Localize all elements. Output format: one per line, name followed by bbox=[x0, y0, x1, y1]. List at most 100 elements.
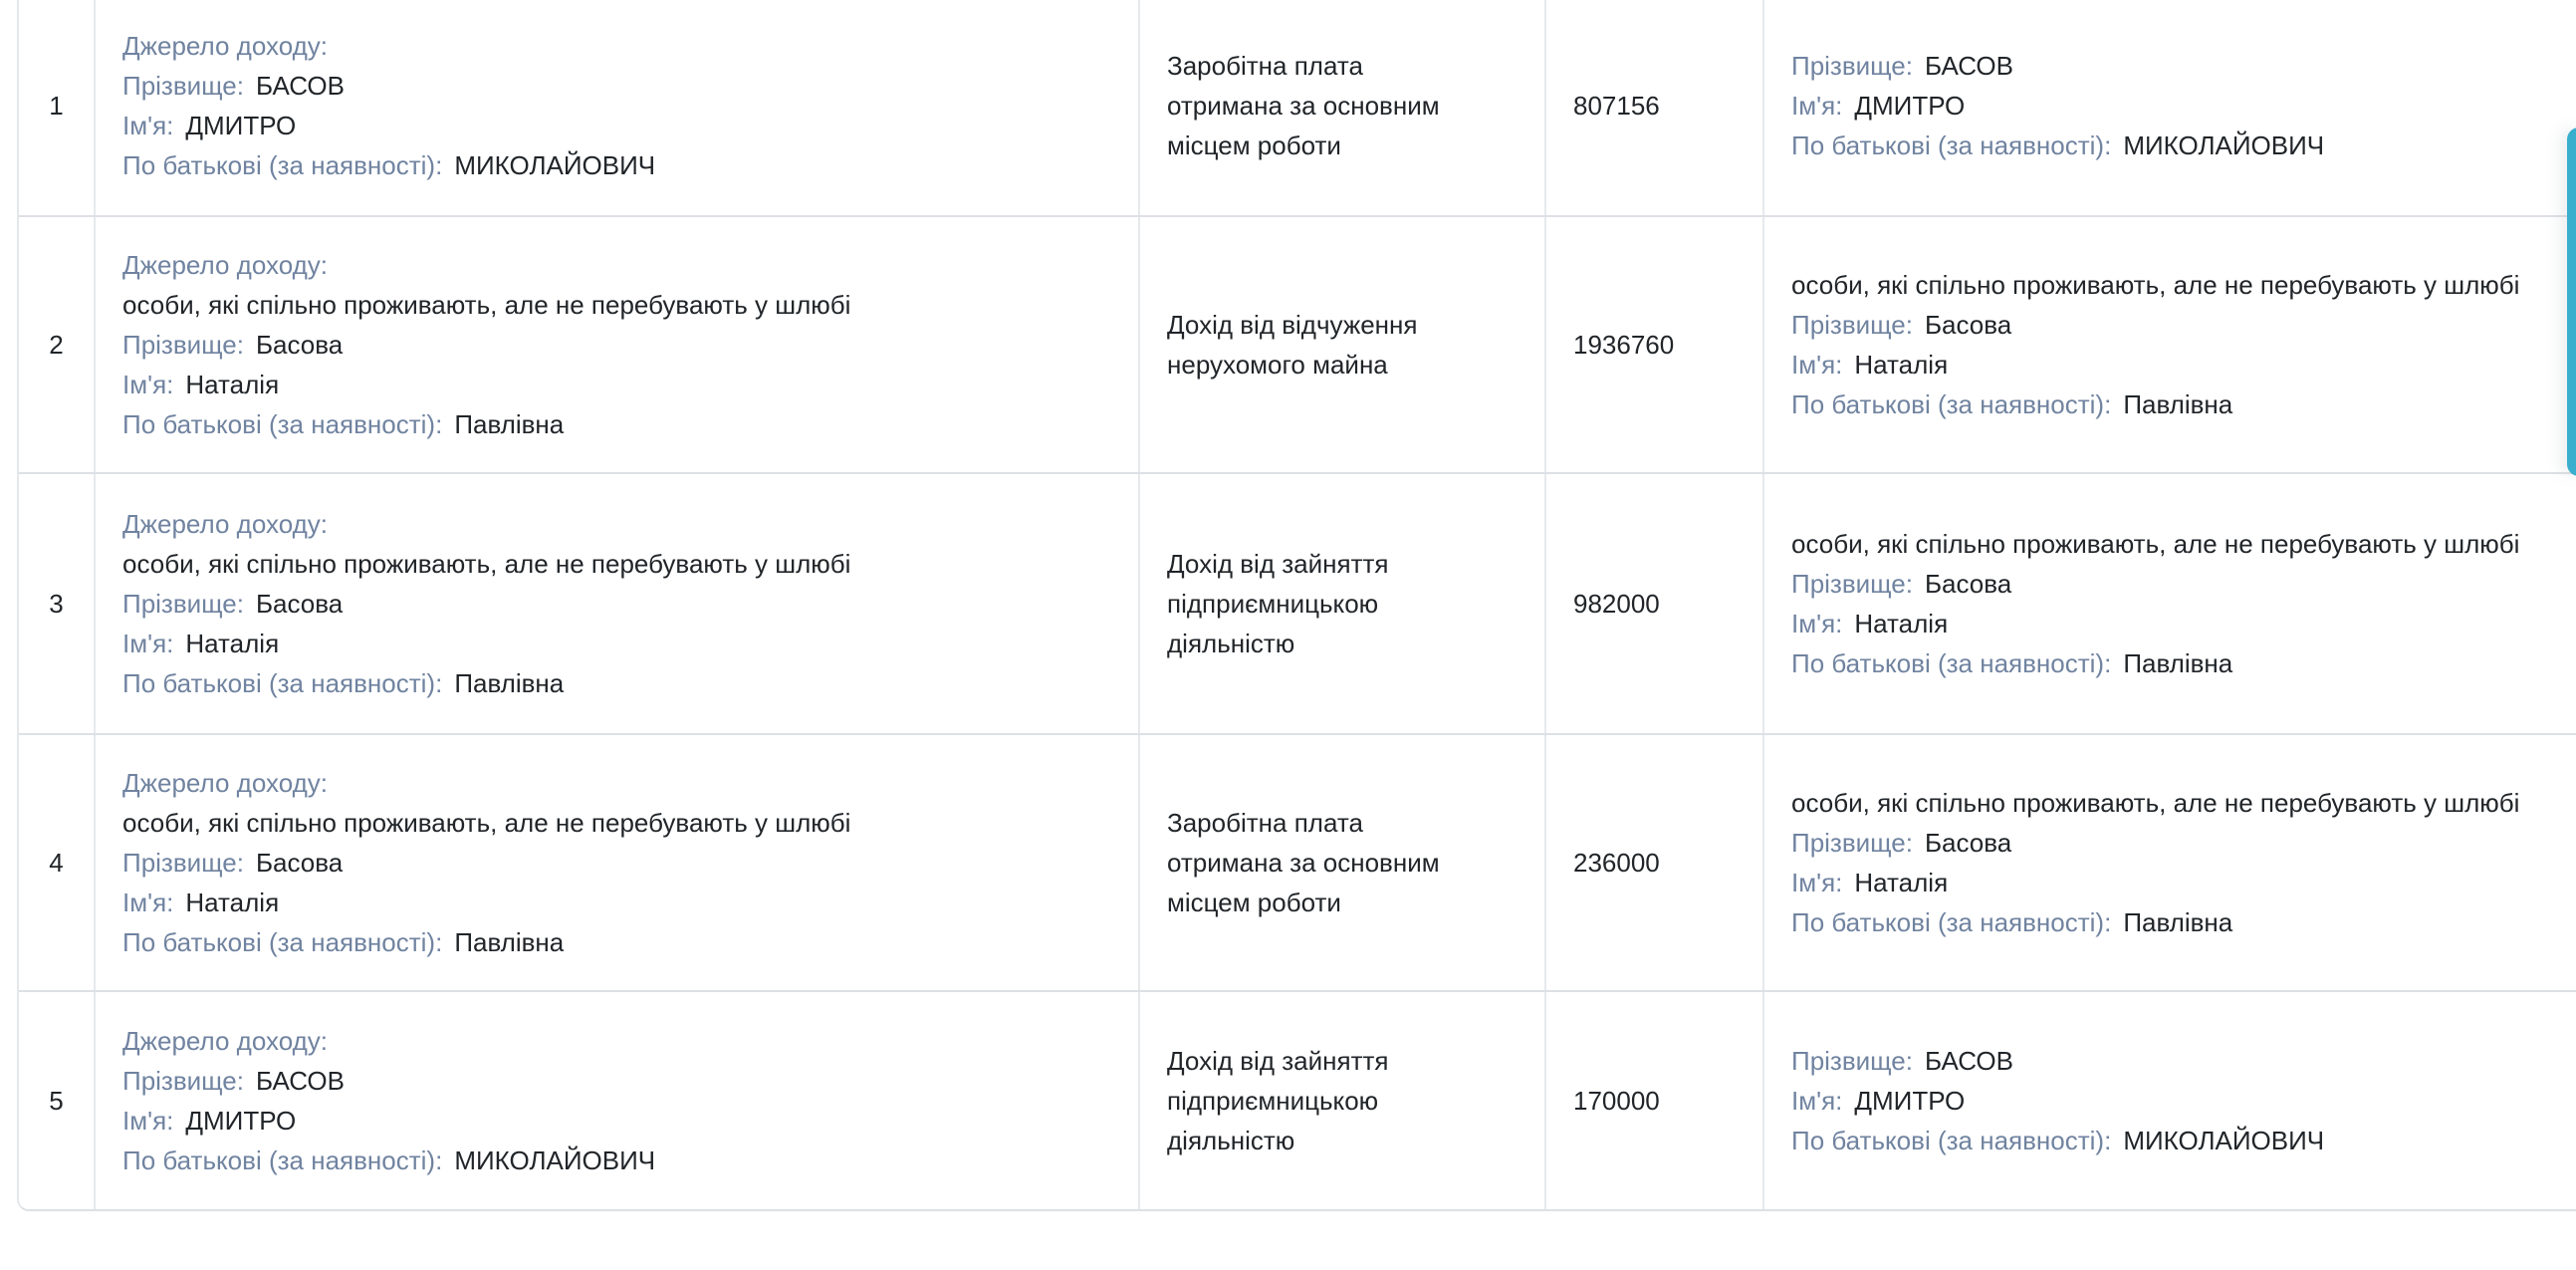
row-number: 2 bbox=[19, 217, 96, 472]
income-source-cell: Джерело доходу: особи, які спільно прожи… bbox=[96, 735, 1140, 990]
income-type-text: Заробітна плата отримана за основним міс… bbox=[1167, 808, 1440, 917]
income-type-cell: Заробітна плата отримана за основним міс… bbox=[1140, 0, 1546, 215]
lastname-value: Басова bbox=[255, 848, 344, 878]
firstname-label: Ім'я: bbox=[122, 888, 174, 917]
cohabitant-note: особи, які спільно проживають, але не пе… bbox=[1791, 270, 2520, 300]
income-amount-cell: 982000 bbox=[1546, 474, 1764, 733]
lastname-label: Прізвище: bbox=[1791, 310, 1913, 340]
cohabitant-note: особи, які спільно проживають, але не пе… bbox=[122, 290, 851, 320]
patronymic-value: МИКОЛАЙОВИЧ bbox=[454, 150, 656, 180]
firstname-value: Наталія bbox=[1854, 868, 1949, 897]
patronymic-label: По батькові (за наявності): bbox=[122, 668, 443, 698]
patronymic-value: МИКОЛАЙОВИЧ bbox=[2123, 130, 2325, 160]
cohabitant-note: особи, які спільно проживають, але не пе… bbox=[1791, 788, 2520, 818]
patronymic-label: По батькові (за наявності): bbox=[1791, 1126, 2112, 1155]
firstname-label: Ім'я: bbox=[1791, 609, 1843, 638]
lastname-value: БАСОВ bbox=[1924, 1046, 2014, 1076]
income-source-cell: Джерело доходу: Прізвище: БАСОВ Ім'я: ДМИТ… bbox=[96, 0, 1140, 215]
income-type-text: Заробітна плата отримана за основним міс… bbox=[1167, 51, 1440, 160]
amount-value: 982000 bbox=[1573, 589, 1660, 619]
income-table: 1 Джерело доходу: Прізвище: БАСОВ Ім'я: ДМ… bbox=[17, 0, 2576, 1211]
lastname-value: Басова bbox=[255, 589, 344, 619]
source-label: Джерело доходу: bbox=[122, 1026, 328, 1056]
income-amount-cell: 236000 bbox=[1546, 735, 1764, 990]
firstname-label: Ім'я: bbox=[122, 629, 174, 658]
row-number: 5 bbox=[19, 992, 96, 1209]
income-source-cell: Джерело доходу: особи, які спільно прожи… bbox=[96, 217, 1140, 472]
firstname-label: Ім'я: bbox=[122, 111, 174, 140]
lastname-label: Прізвище: bbox=[122, 848, 244, 878]
lastname-value: БАСОВ bbox=[1924, 51, 2014, 81]
firstname-value: Наталія bbox=[185, 370, 280, 399]
income-type-cell: Дохід від відчуження нерухомого майна bbox=[1140, 217, 1546, 472]
recipient-cell: Прізвище: БАСОВ Ім'я: ДМИТРО По батькові (… bbox=[1764, 992, 2576, 1209]
lastname-label: Прізвище: bbox=[1791, 828, 1913, 858]
source-label: Джерело доходу: bbox=[122, 768, 328, 798]
firstname-value: ДМИТРО bbox=[185, 1106, 297, 1136]
source-label: Джерело доходу: bbox=[122, 31, 328, 61]
patronymic-value: МИКОЛАЙОВИЧ bbox=[2123, 1126, 2325, 1155]
table-row: 3 Джерело доходу: особи, які спільно про… bbox=[19, 472, 2576, 733]
firstname-label: Ім'я: bbox=[1791, 350, 1843, 380]
recipient-cell: особи, які спільно проживають, але не пе… bbox=[1764, 217, 2576, 472]
cohabitant-note: особи, які спільно проживають, але не пе… bbox=[122, 808, 851, 838]
income-amount-cell: 1936760 bbox=[1546, 217, 1764, 472]
amount-value: 1936760 bbox=[1573, 330, 1675, 360]
scrollbar-thumb[interactable] bbox=[2567, 127, 2576, 476]
patronymic-value: Павлівна bbox=[2123, 648, 2233, 678]
lastname-label: Прізвище: bbox=[1791, 51, 1913, 81]
lastname-value: Басова bbox=[255, 330, 344, 360]
recipient-cell: особи, які спільно проживають, але не пе… bbox=[1764, 474, 2576, 733]
row-number: 4 bbox=[19, 735, 96, 990]
income-source-cell: Джерело доходу: Прізвище: БАСОВ Ім'я: ДМИТ… bbox=[96, 992, 1140, 1209]
firstname-value: ДМИТРО bbox=[185, 111, 297, 140]
income-type-text: Дохід від зайняття підприємницькою діяль… bbox=[1167, 549, 1389, 658]
table-row: 4 Джерело доходу: особи, які спільно про… bbox=[19, 733, 2576, 990]
lastname-value: Басова bbox=[1924, 569, 2012, 599]
cohabitant-note: особи, які спільно проживають, але не пе… bbox=[122, 549, 851, 579]
patronymic-value: Павлівна bbox=[2123, 389, 2233, 419]
recipient-cell: особи, які спільно проживають, але не пе… bbox=[1764, 735, 2576, 990]
patronymic-label: По батькові (за наявності): bbox=[1791, 648, 2112, 678]
cohabitant-note: особи, які спільно проживають, але не пе… bbox=[1791, 529, 2520, 559]
firstname-value: ДМИТРО bbox=[1854, 1086, 1966, 1116]
income-type-text: Дохід від зайняття підприємницькою діяль… bbox=[1167, 1046, 1389, 1155]
patronymic-value: Павлівна bbox=[454, 927, 565, 957]
row-number: 3 bbox=[19, 474, 96, 733]
firstname-label: Ім'я: bbox=[1791, 91, 1843, 121]
table-row: 5 Джерело доходу: Прізвище: БАСОВ Ім'я: ДМ… bbox=[19, 990, 2576, 1209]
source-label: Джерело доходу: bbox=[122, 509, 328, 539]
firstname-value: Наталія bbox=[185, 629, 280, 658]
lastname-value: БАСОВ bbox=[255, 71, 346, 101]
lastname-label: Прізвище: bbox=[122, 71, 244, 101]
lastname-value: БАСОВ bbox=[255, 1066, 346, 1096]
patronymic-value: Павлівна bbox=[2123, 907, 2233, 937]
patronymic-label: По батькові (за наявності): bbox=[122, 409, 443, 439]
patronymic-label: По батькові (за наявності): bbox=[1791, 389, 2112, 419]
firstname-value: Наталія bbox=[185, 888, 280, 917]
lastname-label: Прізвище: bbox=[122, 330, 244, 360]
lastname-label: Прізвище: bbox=[1791, 569, 1913, 599]
lastname-label: Прізвище: bbox=[122, 589, 244, 619]
patronymic-value: Павлівна bbox=[454, 668, 565, 698]
lastname-value: Басова bbox=[1924, 310, 2012, 340]
row-number: 1 bbox=[19, 0, 96, 215]
patronymic-label: По батькові (за наявності): bbox=[122, 150, 443, 180]
firstname-label: Ім'я: bbox=[122, 370, 174, 399]
table-row: 1 Джерело доходу: Прізвище: БАСОВ Ім'я: ДМ… bbox=[19, 0, 2576, 215]
income-source-cell: Джерело доходу: особи, які спільно прожи… bbox=[96, 474, 1140, 733]
income-amount-cell: 170000 bbox=[1546, 992, 1764, 1209]
lastname-value: Басова bbox=[1924, 828, 2012, 858]
lastname-label: Прізвище: bbox=[1791, 1046, 1913, 1076]
amount-value: 807156 bbox=[1573, 91, 1660, 121]
income-type-cell: Дохід від зайняття підприємницькою діяль… bbox=[1140, 992, 1546, 1209]
income-type-cell: Дохід від зайняття підприємницькою діяль… bbox=[1140, 474, 1546, 733]
patronymic-value: Павлівна bbox=[454, 409, 565, 439]
firstname-value: ДМИТРО bbox=[1854, 91, 1966, 121]
firstname-label: Ім'я: bbox=[1791, 1086, 1843, 1116]
amount-value: 236000 bbox=[1573, 848, 1660, 878]
income-type-cell: Заробітна плата отримана за основним міс… bbox=[1140, 735, 1546, 990]
firstname-label: Ім'я: bbox=[1791, 868, 1843, 897]
patronymic-label: По батькові (за наявності): bbox=[122, 927, 443, 957]
income-amount-cell: 807156 bbox=[1546, 0, 1764, 215]
